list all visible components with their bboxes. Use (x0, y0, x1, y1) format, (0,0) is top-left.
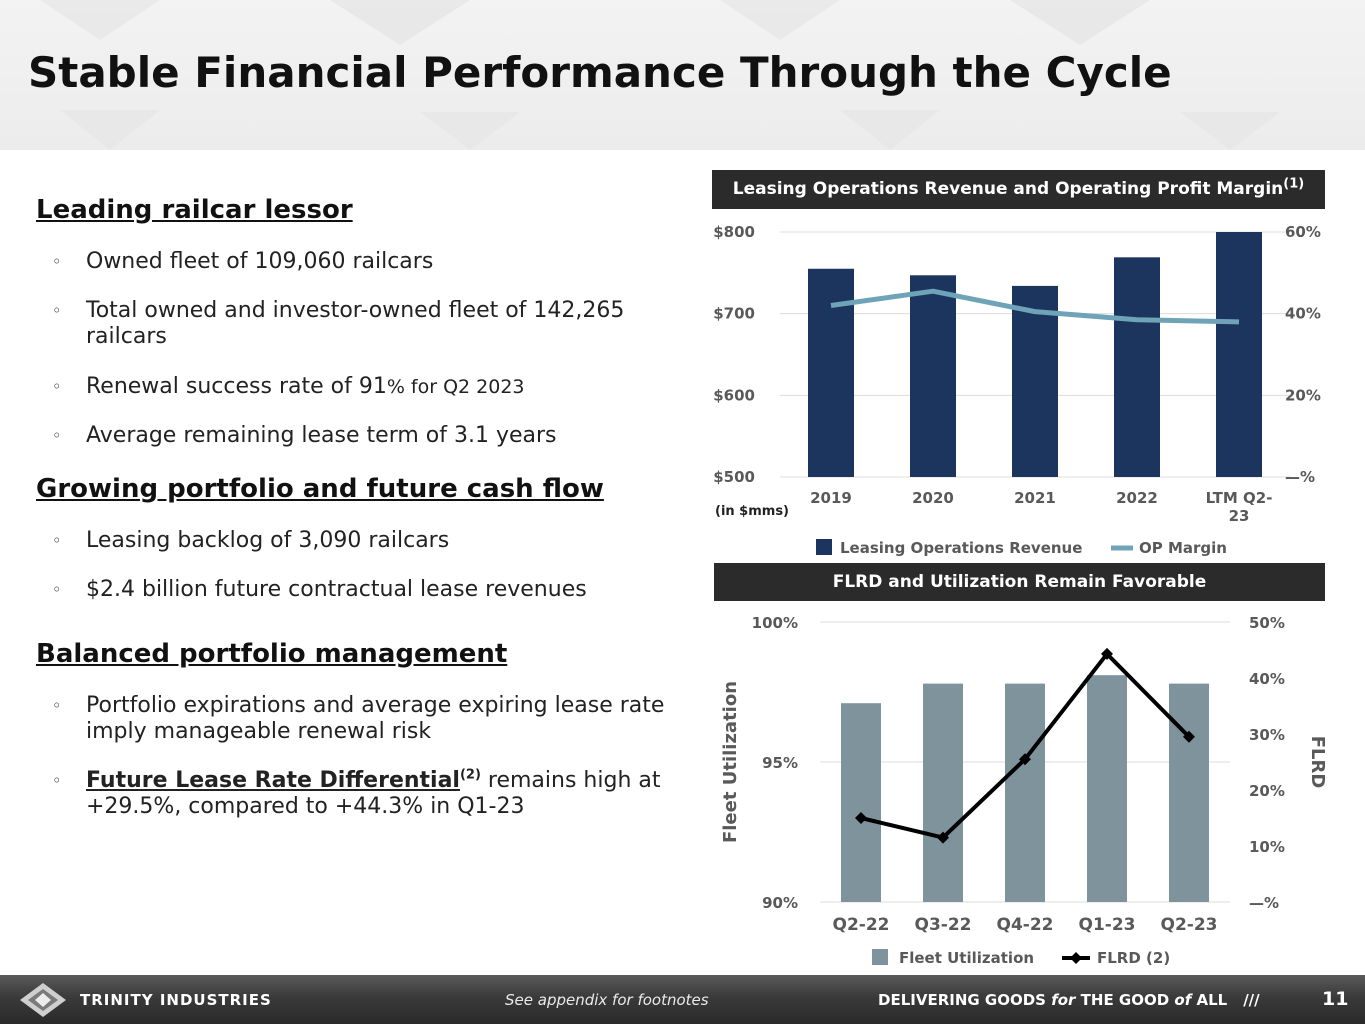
x-tick-label: Q2-22 (833, 915, 890, 935)
y-right-tick-label: 10% (1249, 838, 1285, 856)
flrd-marker (937, 831, 949, 844)
utilization-bar (1169, 683, 1209, 902)
y-left-tick-label: 95% (762, 754, 798, 772)
legend-flrd-label: FLRD (2) (1097, 949, 1170, 967)
x-tick-label: 2021 (1014, 489, 1056, 507)
legend-margin-label: OP Margin (1139, 539, 1227, 557)
bullet-text: $2.4 billion future contractual lease re… (86, 577, 587, 602)
x-tick-label: 23 (1229, 507, 1250, 525)
footer-note: See appendix for footnotes (505, 991, 709, 1009)
section-heading-portfolio: Growing portfolio and future cash flow (36, 474, 604, 504)
y-left-tick-label: $600 (713, 386, 755, 404)
bullet-marker: ◦ (52, 531, 62, 550)
bullet-text: Total owned and investor-owned fleet of … (86, 298, 625, 349)
y-left-tick-label: $500 (713, 468, 755, 486)
bullet-marker: ◦ (52, 771, 62, 790)
legend-revenue-label: Leasing Operations Revenue (840, 539, 1082, 557)
y-left-tick-label: 100% (752, 614, 798, 632)
y-right-tick-label: 50% (1249, 614, 1285, 632)
revenue-bar (1216, 232, 1262, 477)
y-right-tick-label: —% (1285, 468, 1315, 486)
utilization-bar (923, 683, 963, 902)
bullet-text: Owned fleet of 109,060 railcars (86, 249, 434, 274)
y-right-tick-label: 40% (1249, 670, 1285, 688)
x-tick-label: Q2-23 (1161, 915, 1218, 935)
bullet-marker: ◦ (52, 301, 62, 320)
bullet-marker: ◦ (52, 377, 62, 396)
x-tick-label: 2020 (912, 489, 954, 507)
flrd-marker (1019, 753, 1031, 766)
y-left-tick-label: $700 (713, 305, 755, 323)
y-right-tick-label: 20% (1249, 782, 1285, 800)
bullet-text: Future Lease Rate Differential(2) remain… (86, 767, 661, 819)
bullet-text: Renewal success rate of 91% for Q2 2023 (86, 374, 525, 399)
y-right-tick-label: —% (1249, 894, 1279, 912)
bullet-marker: ◦ (52, 696, 62, 715)
y-right-tick-label: 60% (1285, 223, 1321, 241)
x-tick-label: LTM Q2- (1206, 489, 1273, 507)
flrd-marker (855, 812, 867, 824)
legend-flrd-marker (1070, 952, 1082, 964)
bullet-text: Average remaining lease term of 3.1 year… (86, 423, 557, 448)
footer-tagline: DELIVERING GOODS for THE GOOD of ALL/// (878, 991, 1260, 1009)
revenue-margin-chart: $800 $700 $600 $500 60% 40% 20% —% 2019 2020 2021 2… (713, 223, 1321, 557)
bullet-text: Portfolio expirations and average expiri… (86, 693, 665, 744)
revenue-bar (910, 275, 956, 477)
utilization-bar (841, 703, 881, 902)
section-heading-lessor: Leading railcar lessor (36, 195, 353, 225)
legend-revenue-swatch (816, 539, 832, 555)
y-right-axis-label: FLRD (1307, 736, 1328, 789)
y-left-tick-label: $800 (713, 223, 755, 241)
y-left-tick-label: 90% (762, 894, 798, 912)
legend-utilization-swatch (872, 949, 888, 965)
y-right-tick-label: 40% (1285, 305, 1321, 323)
chart1-banner: Leasing Operations Revenue and Operating… (712, 170, 1325, 209)
bullet-marker: ◦ (52, 252, 62, 271)
bullet-marker: ◦ (52, 426, 62, 445)
y-right-tick-label: 20% (1285, 386, 1321, 404)
page-title: Stable Financial Performance Through the… (28, 48, 1172, 97)
page-number: 11 (1322, 988, 1349, 1010)
revenue-bar (1114, 257, 1160, 477)
x-tick-label: 2019 (810, 489, 852, 507)
x-tick-label: Q1-23 (1079, 915, 1136, 935)
flrd-marker (1101, 647, 1113, 660)
flrd-utilization-chart: 100% 95% 90% 50% 40% 30% 20% 10% —% Fleet Utiliza… (720, 614, 1328, 967)
utilization-bar (1005, 683, 1045, 902)
bullet-text: Leasing backlog of 3,090 railcars (86, 528, 450, 553)
legend-utilization-label: Fleet Utilization (899, 949, 1034, 967)
chart2-banner: FLRD and Utilization Remain Favorable (714, 563, 1325, 601)
trinity-logo-icon (20, 983, 66, 1017)
utilization-bar (1087, 675, 1127, 902)
revenue-bar (1012, 285, 1058, 477)
op-margin-line (830, 288, 1240, 325)
y-right-tick-label: 30% (1249, 726, 1285, 744)
header-band (0, 0, 1365, 150)
revenue-bar (808, 268, 854, 477)
section-heading-management: Balanced portfolio management (36, 639, 508, 669)
x-tick-label: Q3-22 (915, 915, 972, 935)
footer-logo-text: TRINITY INDUSTRIES (80, 991, 272, 1009)
bullet-marker: ◦ (52, 580, 62, 599)
y-left-axis-label: Fleet Utilization (720, 681, 741, 843)
unit-note: (in $mms) (715, 504, 789, 519)
x-tick-label: 2022 (1116, 489, 1158, 507)
flrd-marker (1183, 730, 1195, 743)
footer-bar: TRINITY INDUSTRIES See appendix for foot… (0, 975, 1365, 1024)
x-tick-label: Q4-22 (997, 915, 1054, 935)
